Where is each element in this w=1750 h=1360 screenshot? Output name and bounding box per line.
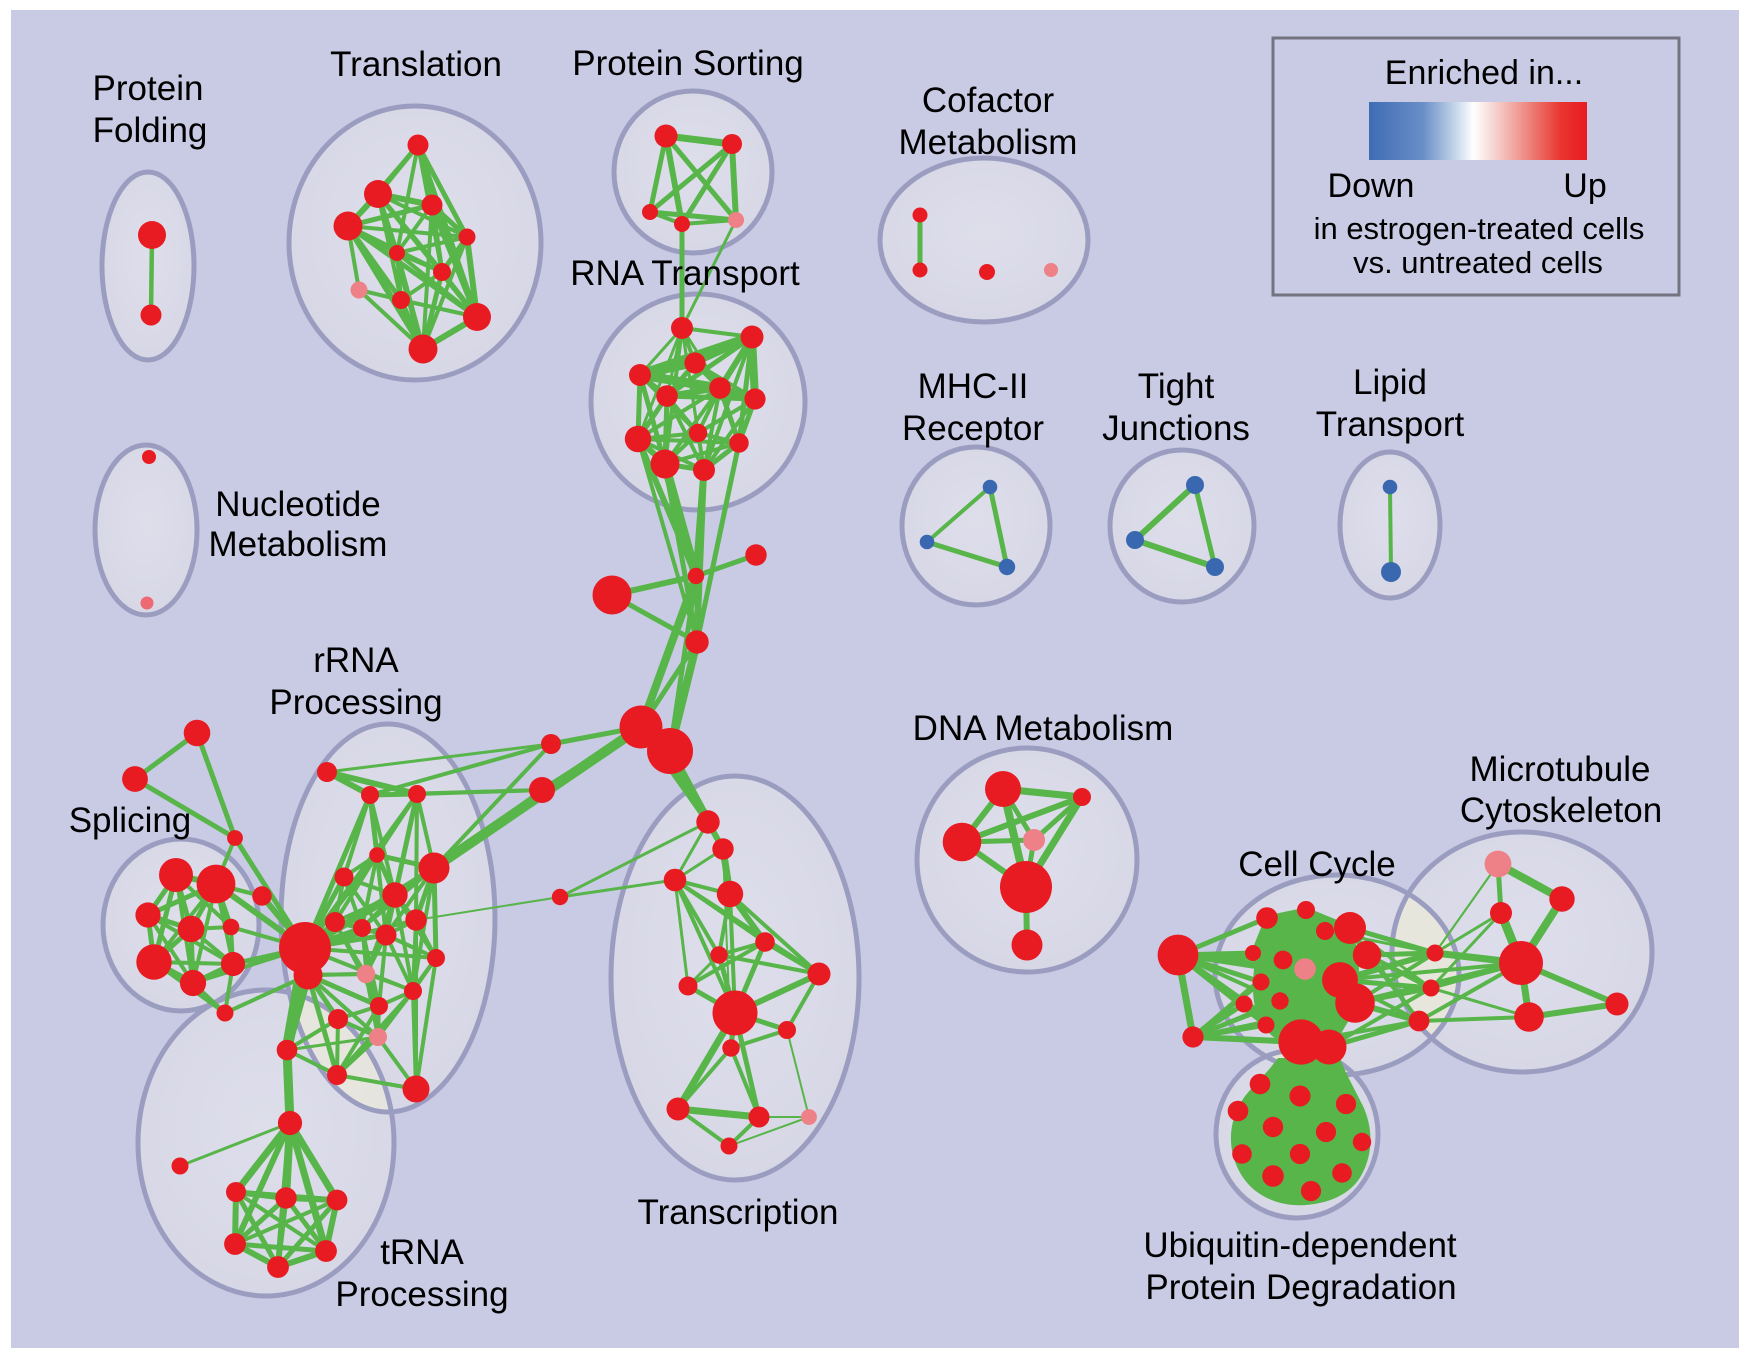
svg-text:Enriched in...: Enriched in... [1385,54,1583,92]
svg-text:Up: Up [1563,167,1606,205]
svg-text:Processing: Processing [269,683,442,722]
svg-text:Tight: Tight [1138,367,1215,406]
svg-text:Splicing: Splicing [69,801,192,840]
svg-text:Transcription: Transcription [638,1193,839,1232]
svg-text:Lipid: Lipid [1353,363,1427,402]
svg-text:Folding: Folding [93,111,208,150]
svg-text:Transport: Transport [1316,405,1465,444]
svg-text:Processing: Processing [335,1275,508,1314]
svg-text:MHC-II: MHC-II [918,367,1029,406]
svg-text:Nucleotide: Nucleotide [215,485,380,524]
svg-text:rRNA: rRNA [313,641,399,680]
svg-text:Protein Degradation: Protein Degradation [1145,1268,1456,1307]
svg-text:in estrogen-treated cells: in estrogen-treated cells [1314,211,1645,246]
svg-text:Cytoskeleton: Cytoskeleton [1460,791,1662,830]
svg-text:Junctions: Junctions [1102,409,1250,448]
svg-text:Cell Cycle: Cell Cycle [1238,845,1396,884]
svg-text:tRNA: tRNA [380,1233,464,1272]
svg-text:Microtubule: Microtubule [1470,750,1651,789]
svg-text:Ubiquitin-dependent: Ubiquitin-dependent [1143,1226,1457,1265]
svg-text:Metabolism: Metabolism [209,525,388,564]
svg-text:RNA Transport: RNA Transport [570,254,800,293]
svg-text:Cofactor: Cofactor [922,81,1055,120]
svg-text:vs. untreated cells: vs. untreated cells [1353,245,1603,280]
svg-text:Receptor: Receptor [902,409,1044,448]
svg-text:DNA Metabolism: DNA Metabolism [913,709,1174,748]
svg-text:Down: Down [1328,167,1415,205]
svg-text:Protein: Protein [93,69,204,108]
svg-text:Translation: Translation [330,45,502,84]
svg-text:Metabolism: Metabolism [899,123,1078,162]
svg-text:Protein Sorting: Protein Sorting [572,44,804,83]
